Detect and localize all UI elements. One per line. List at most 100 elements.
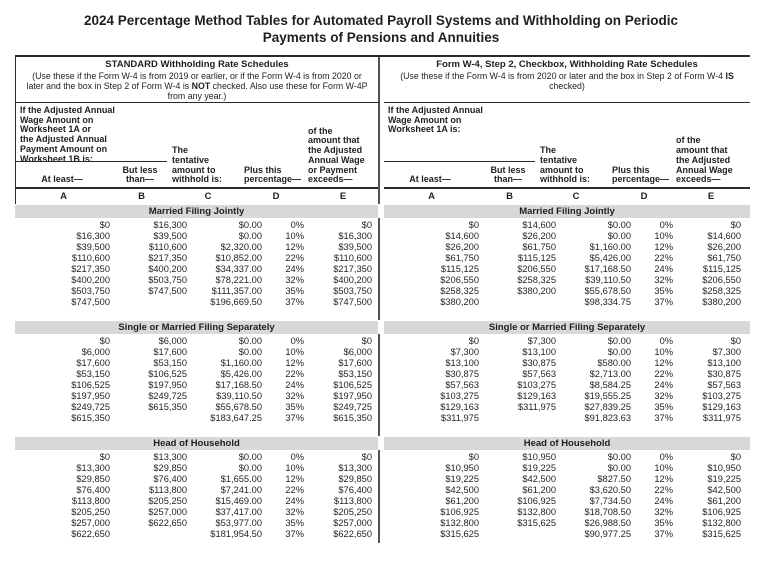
cell-at-least: $6,000 bbox=[81, 347, 110, 357]
cell-but-less-than: $26,200 bbox=[522, 231, 556, 241]
filing-status-header: Married Filing Jointly bbox=[384, 205, 750, 218]
cell-but-less-than: $206,550 bbox=[517, 264, 556, 274]
cell-tentative-amount: $0.00 bbox=[607, 463, 631, 473]
cell-but-less-than: $57,563 bbox=[522, 369, 556, 379]
intro-text: If the Adjusted Annual Wage Amount on Wo… bbox=[20, 105, 115, 164]
column-letter-e: E bbox=[707, 191, 715, 202]
table-row: $197,950 $249,725 $39,110.50 32% $197,950 bbox=[15, 391, 378, 402]
cell-percentage: 24% bbox=[285, 496, 304, 506]
cell-but-less-than: $503,750 bbox=[148, 275, 187, 285]
cell-percentage: 12% bbox=[285, 474, 304, 484]
standard-schedule-sections: Married Filing Jointly $0 $16,300 $0.00 0% $0… bbox=[15, 205, 380, 543]
column-letter-d: D bbox=[640, 191, 648, 202]
cell-but-less-than: $13,300 bbox=[153, 452, 187, 462]
cell-percentage: 10% bbox=[654, 231, 673, 241]
cell-percentage: 24% bbox=[654, 264, 673, 274]
cell-but-less-than: $197,950 bbox=[148, 380, 187, 390]
table-row: $0 $6,000 $0.00 0% $0 bbox=[15, 336, 378, 347]
cell-percentage: 37% bbox=[654, 413, 673, 423]
cell-tentative-amount: $17,168.50 bbox=[584, 264, 631, 274]
cell-but-less-than: $30,875 bbox=[522, 358, 556, 368]
cell-but-less-than: $110,600 bbox=[148, 242, 187, 252]
cell-exceeds: $103,275 bbox=[702, 391, 741, 401]
cell-at-least: $13,300 bbox=[76, 463, 110, 473]
checkbox-schedule-header: Form W-4, Step 2, Checkbox, Withholding … bbox=[384, 57, 750, 103]
cell-at-least: $622,650 bbox=[71, 529, 110, 539]
cell-but-less-than: $103,275 bbox=[517, 380, 556, 390]
cell-percentage: 24% bbox=[285, 380, 304, 390]
table-row: $258,325 $380,200 $55,678.50 35% $258,325 bbox=[384, 286, 750, 297]
cell-tentative-amount: $98,334.75 bbox=[584, 297, 631, 307]
table-row: $249,725 $615,350 $55,678.50 35% $249,725 bbox=[15, 402, 378, 413]
page-title-line-2: Payments of Pensions and Annuities bbox=[262, 30, 500, 45]
cell-but-less-than: $315,625 bbox=[517, 518, 556, 528]
table-row: $26,200 $61,750 $1,160.00 12% $26,200 bbox=[384, 242, 750, 253]
cell-exceeds: $132,800 bbox=[702, 518, 741, 528]
cell-exceeds: $400,200 bbox=[333, 275, 372, 285]
table-row: $132,800 $315,625 $26,988.50 35% $132,800 bbox=[384, 518, 750, 529]
cell-percentage: 22% bbox=[654, 485, 673, 495]
cell-tentative-amount: $10,852.00 bbox=[215, 253, 262, 263]
cell-but-less-than: $622,650 bbox=[148, 518, 187, 528]
header-rule bbox=[16, 161, 167, 162]
cell-tentative-amount: $0.00 bbox=[238, 220, 262, 230]
cell-tentative-amount: $0.00 bbox=[238, 336, 262, 346]
col-header-but-less-than: But less than— bbox=[490, 164, 526, 185]
column-letter-b: B bbox=[138, 191, 145, 202]
cell-at-least: $10,950 bbox=[445, 463, 479, 473]
cell-but-less-than bbox=[479, 413, 556, 424]
cell-but-less-than: $311,975 bbox=[517, 402, 556, 412]
cell-at-least: $19,225 bbox=[445, 474, 479, 484]
bracket-rows: $0 $6,000 $0.00 0% $0 $6,000 $17,600 $0.00 10% $6… bbox=[15, 334, 380, 427]
cell-at-least: $76,400 bbox=[76, 485, 110, 495]
cell-percentage: 12% bbox=[654, 242, 673, 252]
cell-but-less-than: $13,100 bbox=[522, 347, 556, 357]
column-letter-e: E bbox=[339, 191, 347, 202]
cell-exceeds: $113,800 bbox=[333, 496, 372, 506]
cell-percentage: 10% bbox=[285, 463, 304, 473]
cell-at-least: $7,300 bbox=[450, 347, 479, 357]
cell-tentative-amount: $27,839.25 bbox=[584, 402, 631, 412]
cell-percentage: 35% bbox=[654, 286, 673, 296]
cell-tentative-amount: $0.00 bbox=[238, 463, 262, 473]
cell-exceeds: $13,100 bbox=[707, 358, 741, 368]
cell-percentage: 24% bbox=[285, 264, 304, 274]
page-title-line-1: 2024 Percentage Method Tables for Automa… bbox=[84, 13, 678, 28]
cell-tentative-amount: $37,417.00 bbox=[215, 507, 262, 517]
cell-at-least: $16,300 bbox=[76, 231, 110, 241]
bracket-rows: $0 $7,300 $0.00 0% $0 $7,300 $13,100 $0.00 10% $7… bbox=[384, 334, 750, 427]
column-header-area: If the Adjusted Annual Wage Amount on Wo… bbox=[384, 103, 750, 204]
cell-tentative-amount: $0.00 bbox=[238, 347, 262, 357]
cell-tentative-amount: $183,647.25 bbox=[210, 413, 262, 423]
bracket-rows: $0 $13,300 $0.00 0% $0 $13,300 $29,850 $0.00 10%… bbox=[15, 450, 380, 543]
table-row: $17,600 $53,150 $1,160.00 12% $17,600 bbox=[15, 358, 378, 369]
cell-percentage: 32% bbox=[654, 275, 673, 285]
table-row: $257,000 $622,650 $53,977.00 35% $257,000 bbox=[15, 518, 378, 529]
cell-tentative-amount: $0.00 bbox=[607, 220, 631, 230]
cell-but-less-than: $115,125 bbox=[517, 253, 556, 263]
cell-tentative-amount: $1,160.00 bbox=[220, 358, 262, 368]
table-row: $76,400 $113,800 $7,241.00 22% $76,400 bbox=[15, 485, 378, 496]
table-row: $7,300 $13,100 $0.00 10% $7,300 bbox=[384, 347, 750, 358]
cell-percentage: 32% bbox=[285, 391, 304, 401]
cell-at-least: $39,500 bbox=[76, 242, 110, 252]
cell-exceeds: $206,550 bbox=[702, 275, 741, 285]
cell-tentative-amount: $827.50 bbox=[597, 474, 631, 484]
cell-at-least: $0 bbox=[99, 220, 110, 230]
table-row: $622,650 $181,954.50 37% $622,650 bbox=[15, 529, 378, 540]
cell-tentative-amount: $39,110.50 bbox=[216, 391, 262, 401]
cell-exceeds: $106,925 bbox=[702, 507, 741, 517]
column-letter-c: C bbox=[572, 191, 580, 202]
table-row: $61,750 $115,125 $5,426.00 22% $61,750 bbox=[384, 253, 750, 264]
col-header-tentative-amount: The tentative amount to withhold is: bbox=[172, 145, 222, 185]
table-row: $315,625 $90,977.25 37% $315,625 bbox=[384, 529, 750, 540]
cell-at-least: $380,200 bbox=[440, 297, 479, 307]
cell-but-less-than: $53,150 bbox=[153, 358, 187, 368]
cell-tentative-amount: $111,357.00 bbox=[211, 286, 262, 296]
table-row: $29,850 $76,400 $1,655.00 12% $29,850 bbox=[15, 474, 378, 485]
cell-percentage: 10% bbox=[285, 347, 304, 357]
cell-at-least: $258,325 bbox=[440, 286, 479, 296]
table-row: $217,350 $400,200 $34,337.00 24% $217,350 bbox=[15, 264, 378, 275]
cell-but-less-than: $76,400 bbox=[153, 474, 187, 484]
cell-but-less-than bbox=[110, 529, 187, 540]
